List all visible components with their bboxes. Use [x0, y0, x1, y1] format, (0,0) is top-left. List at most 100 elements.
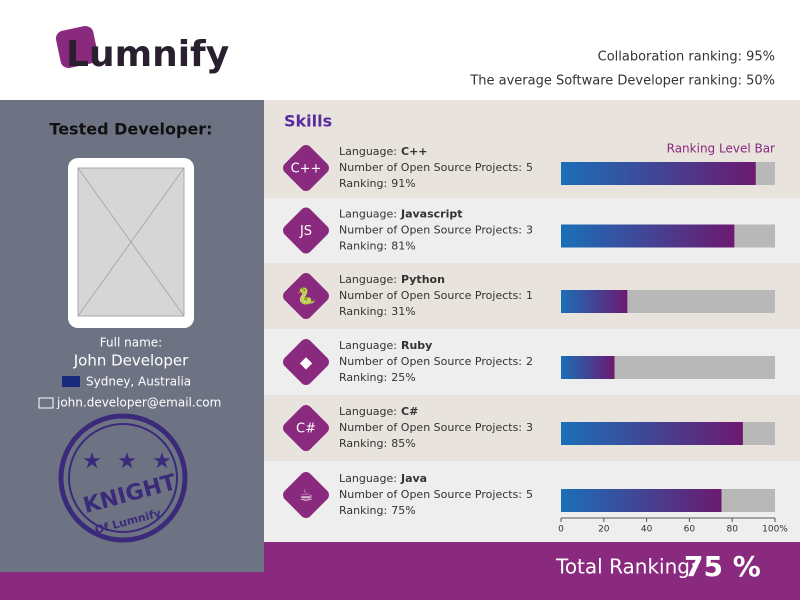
ranking-label: Ranking: — [339, 305, 387, 318]
badge-star: ★ — [152, 449, 172, 474]
ranking: 81% — [391, 240, 415, 253]
language-label: Language: — [339, 273, 397, 286]
ranking-bar — [561, 162, 756, 185]
projects: 3 — [526, 224, 533, 237]
skill-icon: ☕ — [299, 486, 313, 505]
skill-icon: 🐍 — [296, 287, 316, 306]
skills: C++ Language: C++ Number of Open Source Pro… — [264, 100, 800, 542]
ranking: 85% — [391, 437, 415, 450]
language-label: Language: — [339, 472, 397, 485]
ranking-line: Ranking: 31% — [339, 305, 416, 318]
ranking-label: Ranking: — [339, 177, 387, 190]
language-label: Language: — [339, 145, 397, 158]
ranking-line: Ranking: 81% — [339, 240, 416, 253]
total-bar — [264, 542, 800, 600]
language-line: Language: C++ — [339, 145, 428, 158]
logo-mark — [55, 25, 99, 69]
projects-line: Number of Open Source Projects: 5 — [339, 161, 533, 174]
projects-label: Number of Open Source Projects: — [339, 224, 522, 237]
projects-line: Number of Open Source Projects: 3 — [339, 224, 533, 237]
projects: 5 — [526, 161, 533, 174]
average: The average Software Developer ranking: … — [469, 74, 775, 89]
language-line: Language: Python — [339, 273, 445, 286]
language-line: Language: C# — [339, 405, 418, 418]
projects: 5 — [526, 488, 533, 501]
language: Ruby — [401, 339, 432, 352]
tick-label: 20 — [598, 525, 610, 535]
language: Javascript — [400, 208, 463, 221]
ranking: 75% — [391, 504, 415, 517]
logo: Lumnify — [66, 34, 229, 75]
skill-icon: C# — [296, 422, 316, 437]
mail-icon — [38, 397, 54, 409]
ranking-bar — [561, 489, 722, 512]
projects-label: Number of Open Source Projects: — [339, 161, 522, 174]
collaboration: Collaboration ranking: 95% — [598, 50, 775, 65]
location: Sydney, Australia — [86, 375, 191, 389]
tick-label: 60 — [684, 525, 696, 535]
skills-title: Skills — [284, 112, 332, 131]
projects-line: Number of Open Source Projects: 5 — [339, 488, 533, 501]
projects-label: Number of Open Source Projects: — [339, 421, 522, 434]
projects: 1 — [526, 289, 533, 302]
language-line: Language: Ruby — [339, 339, 432, 352]
ranking: 91% — [391, 177, 415, 190]
projects-line: Number of Open Source Projects: 3 — [339, 421, 533, 434]
skill-icon-bg — [283, 472, 329, 518]
ranking-line: Ranking: 25% — [339, 371, 416, 384]
ranking-line: Ranking: 75% — [339, 504, 416, 517]
total-label: Total Ranking: — [555, 555, 697, 579]
header-bg — [0, 0, 800, 100]
projects-label: Number of Open Source Projects: — [339, 289, 522, 302]
language-line: Language: Java — [339, 472, 427, 485]
ranking-bar — [561, 290, 628, 313]
email: john.developer@email.com — [56, 396, 221, 410]
ranking-label: Ranking: — [339, 371, 387, 384]
badge-ring — [58, 413, 188, 543]
projects-line: Number of Open Source Projects: 1 — [339, 289, 533, 302]
language: Python — [401, 273, 445, 286]
language-label: Language: — [339, 339, 397, 352]
projects-label: Number of Open Source Projects: — [339, 355, 522, 368]
projects-line: Number of Open Source Projects: 2 — [339, 355, 533, 368]
tick-label: 80 — [726, 525, 738, 535]
language: Java — [400, 472, 427, 485]
flag — [62, 376, 80, 387]
ranking-line: Ranking: 91% — [339, 177, 416, 190]
ranking: 25% — [391, 371, 415, 384]
ranking-label: Ranking: — [339, 240, 387, 253]
ranking-line: Ranking: 85% — [339, 437, 416, 450]
developer-heading: Tested Developer: — [49, 120, 212, 139]
placeholder-line — [77, 167, 185, 317]
ranking: 31% — [391, 305, 415, 318]
ranking-bar — [561, 224, 735, 248]
tick-label: 0 — [558, 525, 564, 535]
skill-icon-bg — [283, 145, 329, 191]
skill-icon-bg — [283, 405, 329, 451]
ranking-label: Ranking: — [339, 504, 387, 517]
badge-star: ★ — [117, 449, 137, 474]
skill-icon: ◆ — [300, 353, 313, 372]
language: C# — [401, 405, 418, 418]
tick-label: 40 — [641, 525, 653, 535]
projects: 2 — [526, 355, 533, 368]
language: C++ — [401, 145, 428, 158]
language-label: Language: — [339, 208, 397, 221]
tick-label: 100% — [762, 525, 788, 535]
projects: 3 — [526, 421, 533, 434]
ranking-bar — [561, 356, 615, 379]
language-label: Language: — [339, 405, 397, 418]
badge-star: ★ — [82, 449, 102, 474]
skill-icon: C++ — [291, 162, 322, 177]
full-name: John Developer — [73, 352, 189, 370]
ranking-bar — [561, 422, 743, 445]
skill-icon-bg — [283, 207, 329, 254]
total-value: 75 % — [684, 550, 761, 583]
skill-icon-bg — [283, 339, 329, 385]
language-line: Language: Javascript — [339, 208, 463, 221]
ranking-label: Ranking: — [339, 437, 387, 450]
bar-label: Ranking Level Bar — [667, 142, 775, 156]
projects-label: Number of Open Source Projects: — [339, 488, 522, 501]
skill-icon: JS — [299, 224, 312, 239]
